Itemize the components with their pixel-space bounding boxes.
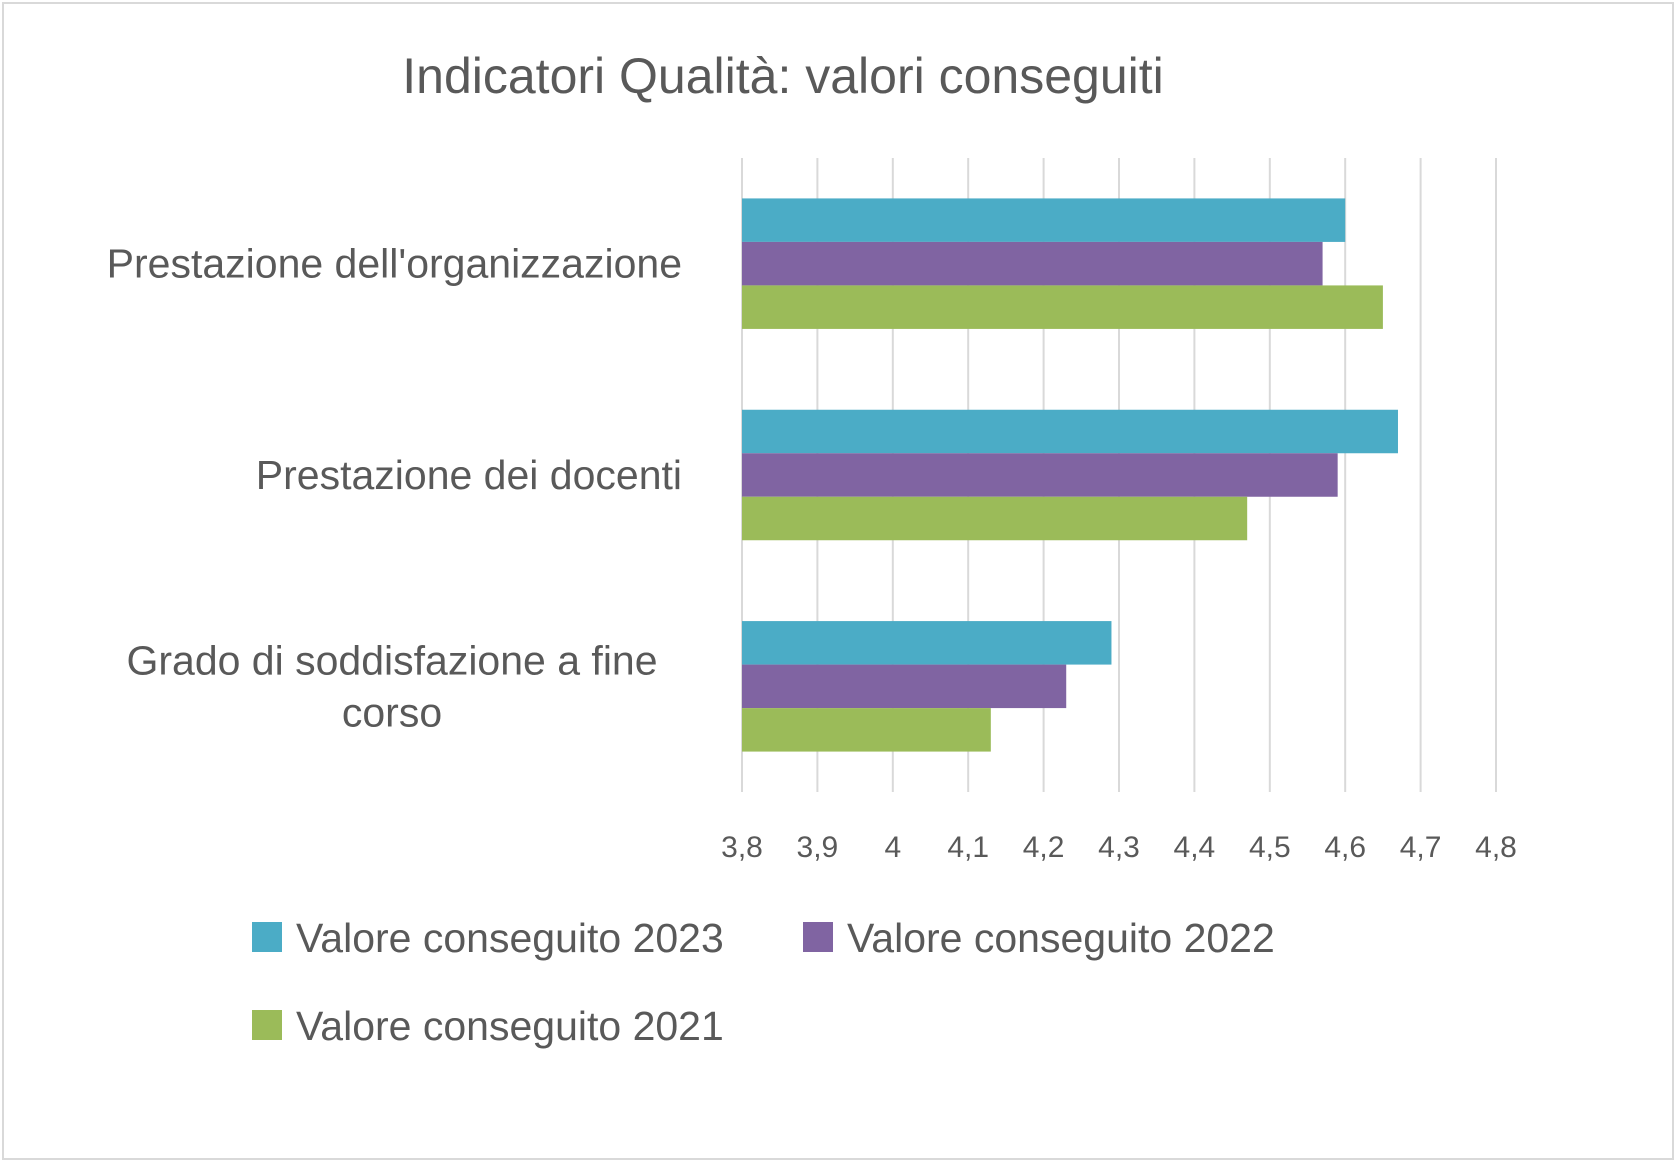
bar-valore-conseguito-2022 [742,664,1067,709]
chart-title: Indicatori Qualità: valori conseguiti [402,48,1164,104]
x-tick-label: 4,2 [1023,831,1065,864]
legend-swatch [252,1010,282,1040]
x-tick-label: 4 [884,831,901,864]
bar-valore-conseguito-2022 [742,241,1323,286]
legend-label: Valore conseguito 2022 [847,915,1275,961]
category-label: corso [342,689,442,735]
bar-valore-conseguito-2023 [742,198,1346,242]
legend: Valore conseguito 2023 Valore conseguito … [252,915,1275,1049]
x-tick-label: 3,8 [721,831,763,864]
legend-swatch [252,922,282,952]
category-label: Prestazione dell'organizzazione [107,241,682,287]
legend-swatch [803,922,833,952]
legend-label: Valore conseguito 2023 [296,915,724,961]
x-tick-label: 4,1 [947,831,989,864]
x-tick-label: 3,9 [797,831,839,864]
x-tick-label: 4,7 [1400,831,1442,864]
bar-valore-conseguito-2021 [742,708,991,752]
category-label: Prestazione dei docenti [256,452,682,498]
bar-valore-conseguito-2022 [742,453,1338,497]
bar-valore-conseguito-2023 [742,409,1398,454]
bars [742,198,1398,752]
bar-valore-conseguito-2023 [742,621,1112,665]
category-label: Grado di soddisfazione a fine [126,637,657,683]
x-tick-label: 4,3 [1098,831,1140,864]
x-tick-label: 4,6 [1324,831,1366,864]
x-tick-label: 4,8 [1475,831,1517,864]
x-tick-labels: 3,8 3,9 4 4,1 4,2 4,3 4,4 4,5 4,6 4,7 4,8 [721,831,1517,864]
x-tick-label: 4,5 [1249,831,1291,864]
category-labels: Prestazione dell'organizzazione Prestazio… [107,241,682,736]
legend-label: Valore conseguito 2021 [296,1003,724,1049]
bar-valore-conseguito-2021 [742,285,1383,329]
bar-valore-conseguito-2021 [742,496,1248,541]
x-tick-label: 4,4 [1174,831,1216,864]
